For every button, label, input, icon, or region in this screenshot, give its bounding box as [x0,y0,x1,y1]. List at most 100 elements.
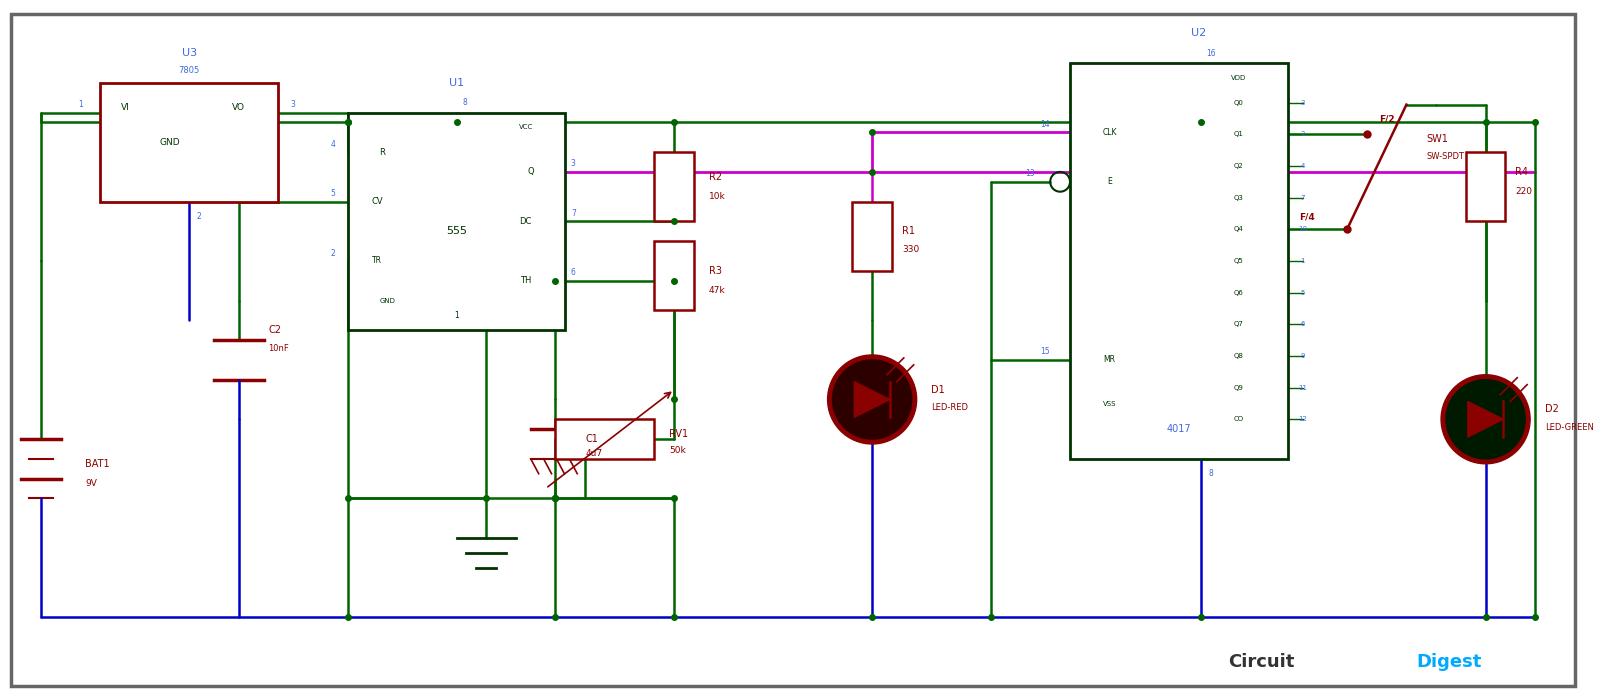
Text: R1: R1 [902,226,915,237]
Text: BAT1: BAT1 [85,458,110,469]
Text: Q1: Q1 [1234,132,1243,137]
Text: R3: R3 [709,266,722,276]
Bar [654,241,694,310]
Text: 3: 3 [571,160,576,169]
Text: 1: 1 [454,311,459,320]
Text: VO: VO [232,103,245,112]
Text: 7: 7 [1301,195,1304,201]
Bar [853,202,891,271]
Circle shape [1446,379,1525,458]
Text: 2: 2 [197,212,202,221]
Text: 2: 2 [1301,132,1304,137]
Bar [101,83,278,202]
Text: 6: 6 [1301,321,1304,328]
Text: LED-RED: LED-RED [931,403,968,412]
Text: Q: Q [528,167,534,176]
Text: R4: R4 [1515,167,1528,177]
Bar [1466,152,1506,221]
Text: LED-GREEN: LED-GREEN [1546,423,1594,432]
Circle shape [1442,374,1530,464]
Text: R: R [379,148,386,157]
Circle shape [832,360,912,439]
Text: Q3: Q3 [1234,195,1243,201]
Text: U2: U2 [1190,29,1206,38]
Text: 8: 8 [1208,469,1213,478]
Text: VDD: VDD [1230,75,1246,81]
Text: 5: 5 [1301,290,1304,295]
Text: 11: 11 [1298,384,1307,391]
Text: 7: 7 [571,209,576,218]
Text: R2: R2 [709,172,722,182]
Text: 220: 220 [1515,187,1533,196]
Polygon shape [1467,402,1504,437]
Text: 555: 555 [446,226,467,237]
Bar [347,113,565,330]
Bar [555,419,654,459]
Text: TR: TR [373,256,382,265]
Text: 330: 330 [902,244,918,253]
Circle shape [827,355,917,444]
Text: E: E [1107,177,1112,186]
Text: 12: 12 [1298,416,1307,422]
Text: SW-SPDT: SW-SPDT [1426,152,1464,160]
Text: 4u7: 4u7 [586,449,602,459]
Text: 9V: 9V [85,479,98,488]
Text: 10nF: 10nF [269,344,290,353]
Text: Q8: Q8 [1234,353,1243,359]
Text: TH: TH [520,276,531,285]
Text: F/4: F/4 [1299,213,1315,222]
Text: 1: 1 [1301,258,1304,264]
Text: SW1: SW1 [1426,134,1448,144]
Polygon shape [854,382,890,417]
Text: U1: U1 [450,78,464,88]
Text: DC: DC [520,217,531,226]
Bar [1070,63,1288,459]
Text: C1: C1 [586,434,598,444]
Text: 2: 2 [331,248,336,258]
Text: Circuit: Circuit [1229,652,1294,671]
Text: CLK: CLK [1102,128,1117,136]
Text: 3: 3 [1301,99,1304,106]
Text: Q6: Q6 [1234,290,1243,295]
Text: 9: 9 [1301,353,1304,359]
Text: 4017: 4017 [1166,424,1190,434]
Text: VSS: VSS [1102,401,1117,407]
Text: Q4: Q4 [1234,226,1243,232]
Text: CO: CO [1234,416,1243,422]
Text: VCC: VCC [518,125,533,130]
Text: U3: U3 [182,48,197,58]
Text: 47k: 47k [709,286,725,295]
Text: 4: 4 [331,140,336,148]
Text: 3: 3 [291,100,296,109]
Text: 10k: 10k [709,192,726,201]
Text: RV1: RV1 [669,429,688,439]
Text: 7805: 7805 [179,66,200,76]
Text: Q0: Q0 [1234,99,1243,106]
Bar [654,152,694,221]
Text: MR: MR [1104,356,1115,365]
Text: D1: D1 [931,384,946,395]
Text: 14: 14 [1040,120,1050,129]
Text: VI: VI [120,103,130,112]
Text: 4: 4 [1301,163,1304,169]
Text: 16: 16 [1206,49,1216,57]
Text: GND: GND [160,138,179,147]
Text: CV: CV [371,197,382,206]
Text: Q9: Q9 [1234,384,1243,391]
Text: 50k: 50k [669,447,686,456]
Text: Q5: Q5 [1234,258,1243,264]
Text: 15: 15 [1040,347,1050,356]
Text: 10: 10 [1298,226,1307,232]
Text: 6: 6 [571,268,576,277]
Text: Q2: Q2 [1234,163,1243,169]
Text: F/2: F/2 [1379,115,1395,124]
Text: 8: 8 [462,98,467,107]
Text: 1: 1 [78,100,83,109]
Text: 13: 13 [1026,169,1035,178]
Text: C2: C2 [269,326,282,335]
Text: GND: GND [379,298,395,304]
Text: 5: 5 [331,189,336,198]
Text: Q7: Q7 [1234,321,1243,328]
Text: Digest: Digest [1416,652,1482,671]
Text: D2: D2 [1546,405,1558,414]
